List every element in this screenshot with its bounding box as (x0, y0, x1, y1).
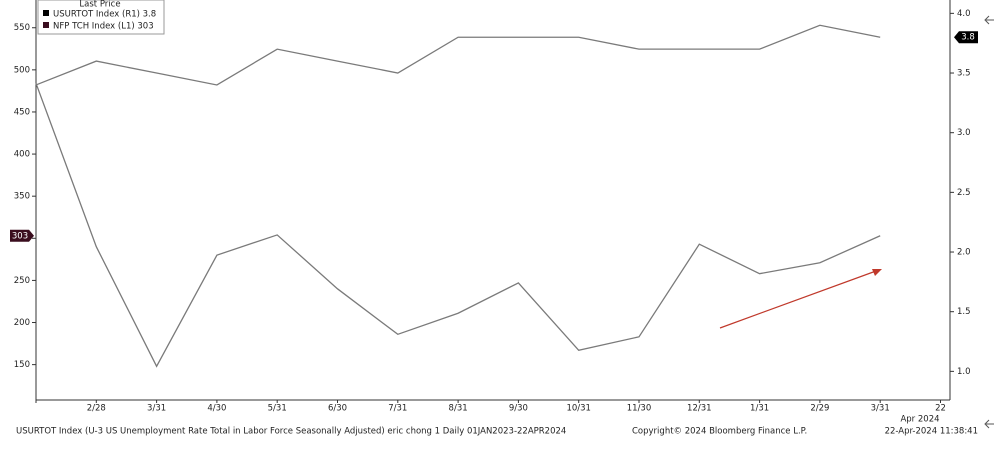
legend-swatch (43, 10, 49, 16)
y-tick-label: 500 (14, 65, 30, 75)
last-value-box (10, 229, 34, 242)
x-tick-label: 12/31 (687, 404, 712, 414)
y-tick-label: 200 (14, 318, 30, 328)
x-tick-label: 22 (935, 404, 946, 414)
x-tick-label: 2/29 (810, 404, 829, 414)
last-value-label: 303 (12, 231, 28, 241)
series-line (35, 24, 881, 86)
x-tick-label: 2/28 (87, 404, 106, 414)
x-tick-label: 4/30 (207, 404, 226, 414)
y-tick-label: 400 (14, 150, 30, 160)
x-tick-label: 10/31 (566, 404, 591, 414)
last-value-label: 3.8 (961, 33, 975, 43)
footer-right: 22-Apr-2024 11:38:41 (885, 427, 978, 437)
scroll-icon[interactable] (984, 419, 994, 429)
x-sublabel: Apr 2024 (900, 415, 939, 425)
footer-left: USURTOT Index (U-3 US Unemployment Rate … (16, 427, 566, 437)
x-tick-label: 3/31 (147, 404, 166, 414)
footer-center: Copyright© 2024 Bloomberg Finance L.P. (632, 427, 807, 437)
x-tick-label: 7/31 (388, 404, 407, 414)
y-tick-label: 350 (14, 192, 30, 202)
x-tick-label: 6/30 (328, 404, 347, 414)
x-tick-label: 9/30 (509, 404, 528, 414)
series-line (35, 83, 881, 368)
y-tick-label: 250 (14, 276, 30, 286)
y2-tick-label: 2.5 (957, 188, 971, 198)
y-tick-label: 450 (14, 107, 30, 117)
last-value-box (954, 31, 978, 44)
legend-label: NFP TCH Index (L1) 303 (53, 22, 154, 32)
scroll-icon[interactable] (984, 15, 994, 25)
legend-label: USURTOT Index (R1) 3.8 (53, 10, 156, 20)
y2-tick-label: 1.5 (957, 307, 971, 317)
x-tick-label: 3/31 (871, 404, 890, 414)
x-tick-label: 11/30 (627, 404, 652, 414)
y2-tick-label: 3.0 (957, 128, 971, 138)
legend-title: Last Price (79, 0, 120, 10)
y-tick-label: 550 (14, 23, 30, 33)
y2-tick-label: 4.0 (957, 9, 971, 19)
x-tick-label: 1/31 (750, 404, 769, 414)
y2-tick-label: 3.5 (957, 69, 971, 79)
trend-arrow (719, 269, 882, 329)
legend-swatch (43, 22, 49, 28)
x-tick-label: 8/31 (449, 404, 468, 414)
y-tick-label: 150 (14, 360, 30, 370)
y2-tick-label: 2.0 (957, 248, 971, 258)
legend: Last Price USURTOT Index (R1) 3.8 NFP TC… (37, 0, 165, 35)
x-tick-label: 5/31 (268, 404, 287, 414)
y2-tick-label: 1.0 (957, 367, 971, 377)
